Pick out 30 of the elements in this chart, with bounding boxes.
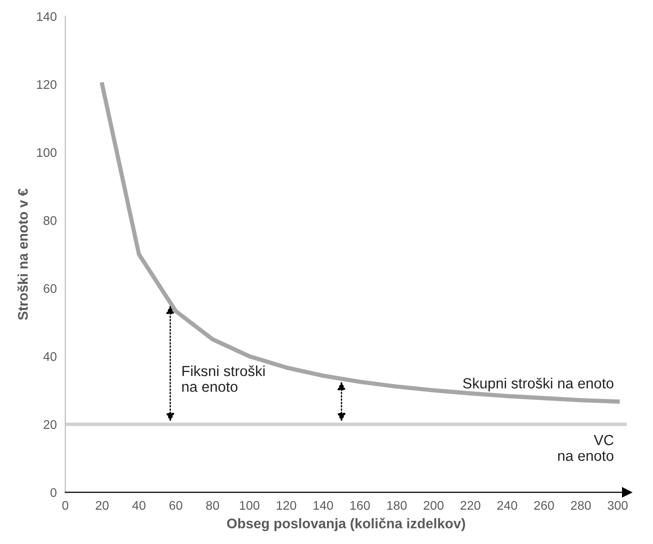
y-tick-label: 100 [37,148,56,157]
annotation: Fiksni stroški na enoto [182,365,265,392]
x-tick-label: 120 [276,500,296,510]
x-tick-label: 180 [387,500,407,510]
x-tick-label: 200 [424,500,444,510]
x-tick-label: 260 [534,500,554,510]
x-tick-label: 220 [460,500,480,510]
y-tick-label: 40 [43,352,56,361]
x-tick-label: 240 [497,500,518,510]
line-series [100,82,620,404]
x-tick-label: 60 [169,500,182,510]
series-label: Skupni stroški na enoto [463,378,614,392]
y-tick-label: 60 [44,284,56,293]
x-tick-label: 0 [62,500,68,510]
y-tick-label: 0 [50,488,56,497]
x-axis-title: Obseg poslovanja (količna izdelkov) [227,518,466,532]
x-tick-label: 100 [240,500,260,510]
x-tick-label: 160 [350,500,370,510]
x-tick-label: 40 [132,500,146,510]
x-tick-label: 80 [206,500,220,510]
y-tick-label: 120 [37,80,56,89]
x-tick-label: 280 [571,500,591,510]
x-tick-label: 300 [608,500,628,510]
x-tick-label: 20 [96,500,109,510]
y-tick-label: 140 [37,12,56,21]
x-tick-label: 140 [314,500,334,510]
y-tick-label: 20 [44,420,56,429]
y-axis-title: Stroški na enoto v € [17,188,28,320]
y-tick-label: 80 [44,216,56,225]
ref-line-label: VC na enoto [558,434,614,461]
